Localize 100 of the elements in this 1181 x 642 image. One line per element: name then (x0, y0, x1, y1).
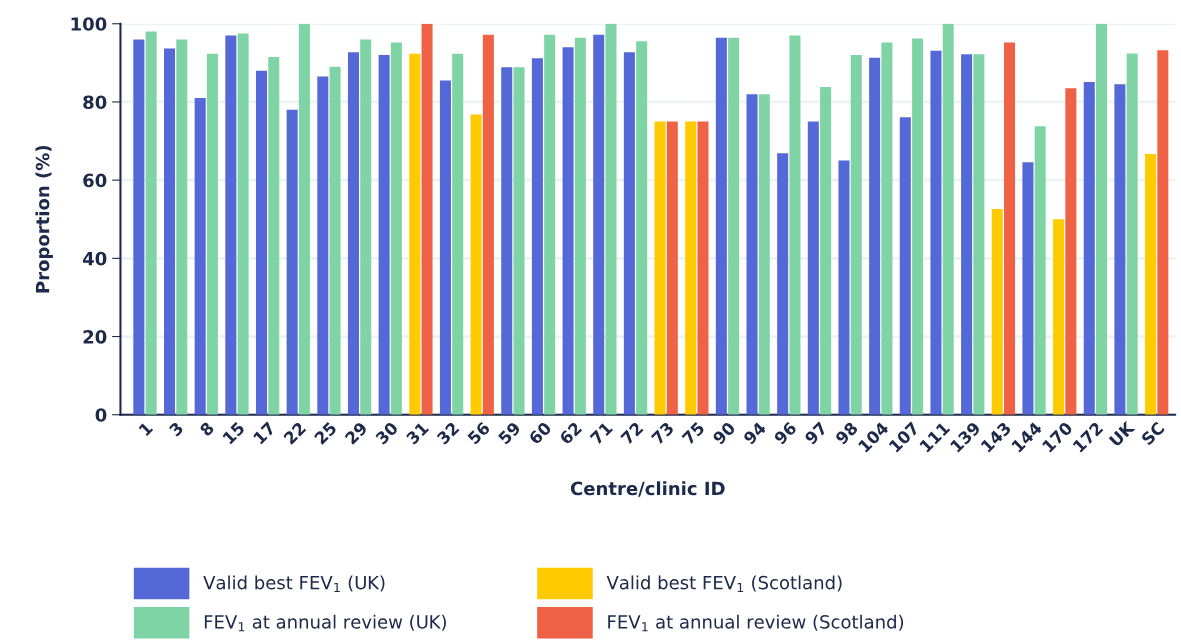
bar (973, 54, 985, 415)
bar (623, 52, 635, 415)
x-tick-label: 30 (374, 421, 399, 446)
x-tick-label: 8 (199, 421, 215, 437)
bar (194, 98, 206, 415)
bar (513, 67, 525, 415)
bar (544, 34, 556, 415)
x-tick-label: 29 (344, 421, 368, 445)
bar (164, 48, 176, 415)
bar (961, 54, 973, 415)
bar (789, 35, 801, 415)
bar (329, 66, 341, 415)
bar (869, 57, 881, 415)
bar (1096, 23, 1108, 415)
x-tick-label: 59 (497, 421, 522, 445)
bar (255, 70, 268, 415)
x-tick-label: 3 (168, 421, 184, 437)
bar (176, 39, 188, 415)
bar (452, 53, 464, 415)
bar (390, 42, 402, 415)
x-tick-label: 90 (711, 421, 737, 446)
x-tick-label: 98 (834, 421, 859, 446)
bar (421, 23, 433, 415)
y-axis-title: Proportion (%) (35, 145, 53, 293)
bar (654, 121, 666, 415)
x-tick-label: 17 (252, 421, 276, 445)
bar (298, 23, 310, 415)
bar (482, 34, 494, 415)
bar (531, 58, 543, 415)
y-tick-label: 40 (82, 251, 107, 266)
x-tick-label: 25 (313, 421, 338, 445)
bar (1157, 50, 1169, 415)
y-tick-label: 20 (83, 330, 107, 344)
bar (666, 121, 678, 415)
bar (1065, 88, 1077, 415)
bar (133, 39, 145, 415)
bar (777, 153, 789, 415)
x-tick-label: 71 (589, 421, 613, 445)
bar (409, 53, 421, 415)
x-tick-label: 22 (283, 421, 307, 445)
bar (850, 55, 862, 415)
bar (715, 37, 727, 415)
x-tick-label: 31 (405, 421, 430, 446)
x-tick-label: 56 (466, 421, 491, 445)
bar (605, 23, 617, 415)
legend-label: FEV$_{1}$ at annual review (Scotland) (608, 614, 904, 632)
bar (728, 37, 740, 415)
bar (912, 38, 924, 415)
x-tick-label: 62 (558, 421, 583, 446)
bar (378, 55, 390, 415)
bar (636, 41, 648, 415)
bar (225, 35, 237, 415)
bar (206, 53, 218, 415)
x-tick-label: 96 (773, 421, 798, 446)
bar (593, 34, 605, 415)
bar (685, 121, 697, 415)
bar (1053, 219, 1065, 415)
bar (1114, 84, 1126, 415)
bar (1022, 162, 1034, 415)
bar (562, 47, 574, 415)
bar (807, 121, 819, 415)
bar (697, 121, 709, 415)
bar (1145, 153, 1157, 415)
bar (574, 37, 586, 415)
bar (838, 160, 850, 415)
x-tick-label: 32 (436, 421, 460, 446)
x-tick-label: 75 (681, 421, 706, 446)
legend-label: FEV$_{1}$ at annual review (UK) (204, 614, 446, 632)
bar (286, 109, 298, 415)
bar (501, 67, 513, 415)
legend-label: Valid best FEV$_{1}$ (Scotland) (606, 575, 842, 593)
bar (1083, 82, 1095, 415)
y-tick-label: 80 (83, 95, 107, 110)
bar (942, 23, 954, 415)
x-tick-label: 97 (803, 421, 828, 446)
bar (758, 94, 770, 415)
y-tick-label: 100 (71, 17, 107, 31)
bar (360, 39, 372, 415)
x-tick-label: UK (1108, 420, 1136, 448)
x-axis-title: Centre/clinic ID (570, 481, 725, 497)
bar (470, 114, 482, 415)
bar (881, 42, 893, 415)
bar (746, 94, 758, 415)
bar (237, 33, 249, 415)
bar (1126, 53, 1138, 415)
y-tick-label: 0 (95, 408, 107, 422)
bar (145, 31, 157, 415)
bar (820, 87, 832, 415)
bar (268, 56, 280, 415)
x-tick-label: 72 (620, 421, 644, 445)
x-tick-label: 94 (742, 421, 767, 446)
x-tick-label: 60 (528, 421, 553, 446)
bar (439, 80, 451, 415)
bar (930, 50, 942, 415)
bar (317, 76, 329, 415)
legend-label: Valid best FEV$_{1}$ (UK) (203, 575, 385, 593)
x-tick-label: SC (1140, 421, 1166, 446)
x-tick-label: 1 (138, 421, 154, 437)
bar (1034, 126, 1046, 415)
y-tick-label: 60 (83, 173, 107, 188)
